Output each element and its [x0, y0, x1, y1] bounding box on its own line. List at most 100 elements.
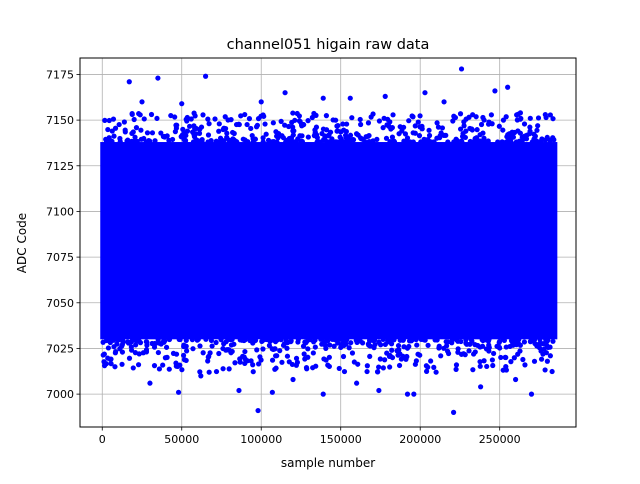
- band-edge-point: [230, 136, 236, 142]
- band-edge-point: [517, 348, 523, 354]
- band-edge-point: [423, 137, 429, 143]
- band-edge-point: [547, 112, 553, 118]
- band-edge-point: [310, 350, 316, 356]
- band-edge-point: [117, 138, 123, 145]
- band-edge-point: [376, 364, 382, 370]
- band-edge-point: [401, 138, 407, 144]
- data-point: [139, 99, 145, 105]
- band-edge-point: [457, 126, 464, 132]
- band-edge-point: [192, 126, 198, 132]
- band-edge-point: [432, 337, 438, 343]
- band-edge-point: [129, 111, 135, 117]
- band-edge-point: [359, 340, 366, 346]
- data-point: [382, 93, 388, 99]
- band-edge-point: [370, 138, 376, 144]
- band-edge-point: [454, 336, 460, 342]
- x-axis-label: sample number: [281, 456, 375, 470]
- band-edge-point: [133, 125, 140, 131]
- band-edge-point: [323, 345, 329, 351]
- band-edge-point: [120, 337, 126, 343]
- band-edge-point: [463, 337, 469, 343]
- band-edge-point: [111, 133, 117, 139]
- band-edge-point: [260, 346, 266, 352]
- band-edge-point: [105, 355, 111, 361]
- band-edge-point: [105, 126, 111, 133]
- band-edge-point: [242, 137, 248, 143]
- band-edge-point: [425, 364, 431, 370]
- band-edge-point: [132, 134, 138, 140]
- band-edge-point: [258, 113, 264, 119]
- band-edge-point: [108, 361, 114, 367]
- band-edge-point: [294, 359, 301, 365]
- band-edge-point: [191, 134, 198, 140]
- band-edge-point: [312, 127, 318, 133]
- band-edge-point: [378, 342, 384, 348]
- band-edge-point: [269, 357, 276, 363]
- band-edge-point: [496, 344, 502, 350]
- band-edge-point: [190, 346, 196, 352]
- data-point: [544, 358, 550, 364]
- band-edge-point: [187, 123, 193, 129]
- band-edge-point: [365, 120, 372, 126]
- band-edge-point: [311, 110, 317, 117]
- data-point: [347, 95, 353, 101]
- band-edge-point: [290, 110, 296, 116]
- band-edge-point: [305, 134, 311, 140]
- band-edge-point: [436, 343, 442, 349]
- y-tick-label: 7125: [46, 160, 74, 173]
- band-edge-point: [503, 344, 509, 350]
- band-edge-point: [290, 132, 296, 138]
- band-edge-point: [522, 362, 528, 368]
- band-edge-point: [248, 125, 254, 132]
- band-edge-point: [348, 340, 354, 346]
- band-edge-point: [365, 341, 371, 347]
- band-edge-point: [547, 137, 553, 143]
- data-point: [320, 95, 326, 101]
- band-edge-point: [534, 127, 540, 133]
- band-edge-point: [469, 338, 475, 344]
- band-edge-point: [410, 114, 416, 120]
- band-edge-point: [402, 131, 409, 137]
- band-edge-point: [274, 353, 280, 359]
- band-edge-point: [397, 124, 403, 130]
- band-edge-point: [274, 139, 280, 145]
- band-edge-point: [477, 138, 483, 144]
- band-edge-point: [470, 112, 476, 118]
- band-edge-point: [390, 112, 396, 118]
- band-edge-point: [364, 363, 370, 369]
- band-edge-point: [200, 112, 206, 118]
- band-edge-point: [270, 120, 276, 126]
- band-edge-point: [189, 337, 195, 343]
- band-edge-point: [538, 348, 544, 354]
- band-edge-point: [209, 343, 215, 349]
- band-edge-point: [242, 356, 248, 362]
- band-edge-point: [163, 344, 170, 350]
- band-edge-point: [536, 341, 542, 347]
- band-edge-point: [389, 347, 395, 353]
- band-edge-point: [180, 126, 186, 132]
- band-edge-point: [174, 122, 180, 128]
- band-edge-point: [343, 341, 349, 347]
- band-edge-point: [292, 139, 298, 145]
- data-point: [155, 75, 161, 81]
- band-edge-point: [331, 343, 337, 349]
- band-edge-point: [314, 139, 320, 145]
- band-edge-point: [335, 128, 341, 134]
- band-edge-point: [387, 364, 393, 370]
- band-edge-point: [228, 342, 235, 348]
- band-edge-point: [508, 359, 514, 365]
- band-edge-point: [441, 345, 447, 351]
- y-tick-label: 7050: [46, 297, 74, 310]
- band-edge-point: [113, 348, 119, 355]
- band-edge-point: [250, 340, 256, 346]
- band-edge-point: [128, 139, 134, 145]
- band-edge-point: [426, 127, 432, 133]
- x-tick-label: 150000: [320, 433, 362, 446]
- band-edge-point: [346, 137, 352, 144]
- band-edge-point: [415, 119, 421, 125]
- band-edge-point: [503, 367, 510, 373]
- band-edge-point: [205, 132, 212, 138]
- band-edge-point: [190, 139, 197, 145]
- band-edge-point: [452, 114, 459, 121]
